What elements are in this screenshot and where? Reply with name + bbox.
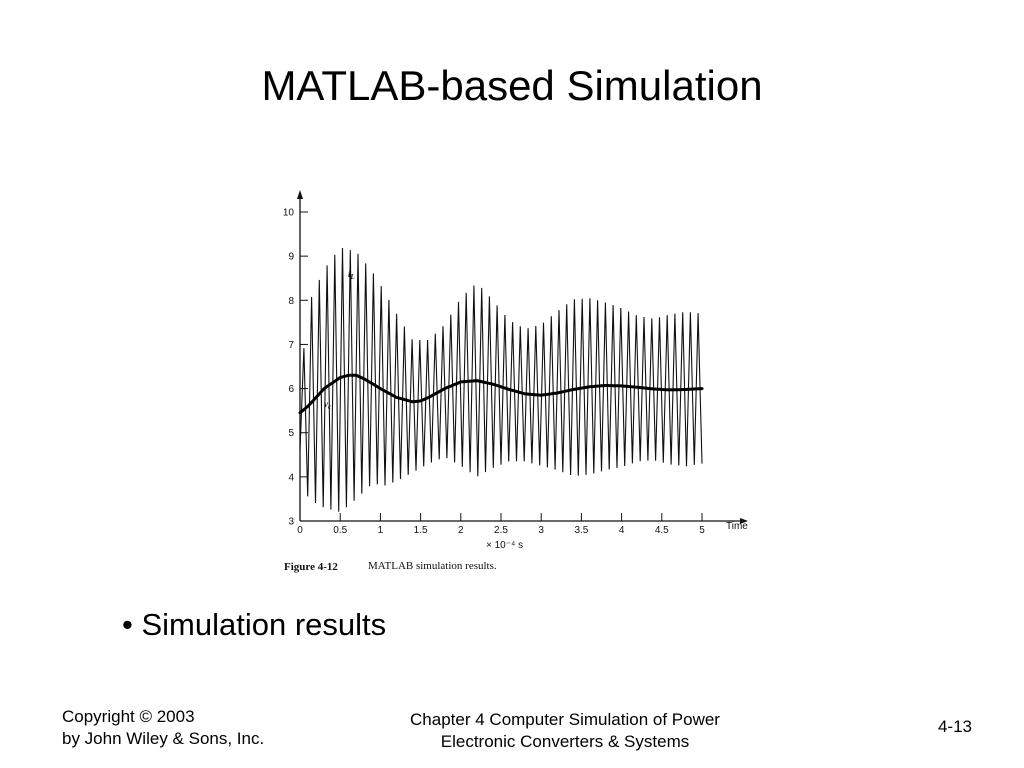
footer-copyright-line1: Copyright © 2003	[62, 707, 195, 726]
vc-waveform	[298, 373, 704, 415]
il-waveform	[299, 247, 703, 512]
series-il	[299, 247, 703, 512]
y-tick-label: 8	[288, 296, 294, 307]
footer-copyright-line2: by John Wiley & Sons, Inc.	[62, 729, 265, 748]
x-tick-label: 4	[619, 525, 625, 536]
chart-ticks: 0 0.5 1 1.5 2 2.5 3 3.5 4 4.5 5 3 4 5 6 7 8 9 10	[283, 208, 705, 537]
series-vc	[298, 373, 704, 415]
y-tick-label: 6	[288, 384, 294, 395]
series-label-il: iL	[348, 269, 355, 281]
simulation-figure: 0 0.5 1 1.5 2 2.5 3 3.5 4 4.5 5 3 4 5 6 7 8 9 10 iL vc Tim…	[270, 185, 770, 585]
y-tick-label: 9	[288, 252, 294, 263]
x-tick-label: 4.5	[655, 525, 669, 536]
footer-chapter-line1: Chapter 4 Computer Simulation of Power	[410, 710, 720, 729]
chart-axes	[297, 190, 748, 524]
footer-chapter-line2: Electronic Converters & Systems	[440, 732, 690, 751]
footer-copyright: Copyright © 2003 by John Wiley & Sons, I…	[62, 706, 264, 750]
figure-caption-text: MATLAB simulation results.	[368, 560, 497, 572]
y-tick-label: 7	[288, 340, 294, 351]
slide-title: MATLAB-based Simulation	[261, 62, 763, 109]
x-tick-label: 5	[699, 525, 705, 536]
series-label-vc: vc	[324, 399, 331, 411]
y-tick-label: 10	[283, 208, 295, 219]
y-axis-arrow	[297, 190, 303, 199]
x-axis-multiplier: × 10⁻⁴ s	[486, 540, 523, 551]
x-axis-arrow	[740, 518, 748, 524]
x-tick-label: 0.5	[333, 525, 347, 536]
y-tick-label: 4	[288, 472, 294, 483]
y-tick-label: 3	[288, 517, 294, 528]
x-tick-label: 3.5	[574, 525, 588, 536]
simulation-chart: 0 0.5 1 1.5 2 2.5 3 3.5 4 4.5 5 3 4 5 6 7 8 9 10 iL vc Tim…	[283, 190, 748, 573]
x-tick-label: 3	[538, 525, 544, 536]
x-tick-label: 1.5	[414, 525, 428, 536]
footer-page-number: 4-13	[937, 717, 972, 736]
x-tick-label: 2.5	[494, 525, 508, 536]
x-tick-label: 1	[378, 525, 384, 536]
x-tick-label: 0	[297, 525, 303, 536]
figure-caption-number: Figure 4-12	[284, 561, 338, 573]
footer-chapter: Chapter 4 Computer Simulation of Power E…	[360, 709, 770, 753]
x-axis-label: Time	[726, 521, 748, 532]
bullet-simulation-results: • Simulation results	[122, 607, 387, 642]
x-tick-label: 2	[458, 525, 464, 536]
y-tick-label: 5	[288, 428, 294, 439]
